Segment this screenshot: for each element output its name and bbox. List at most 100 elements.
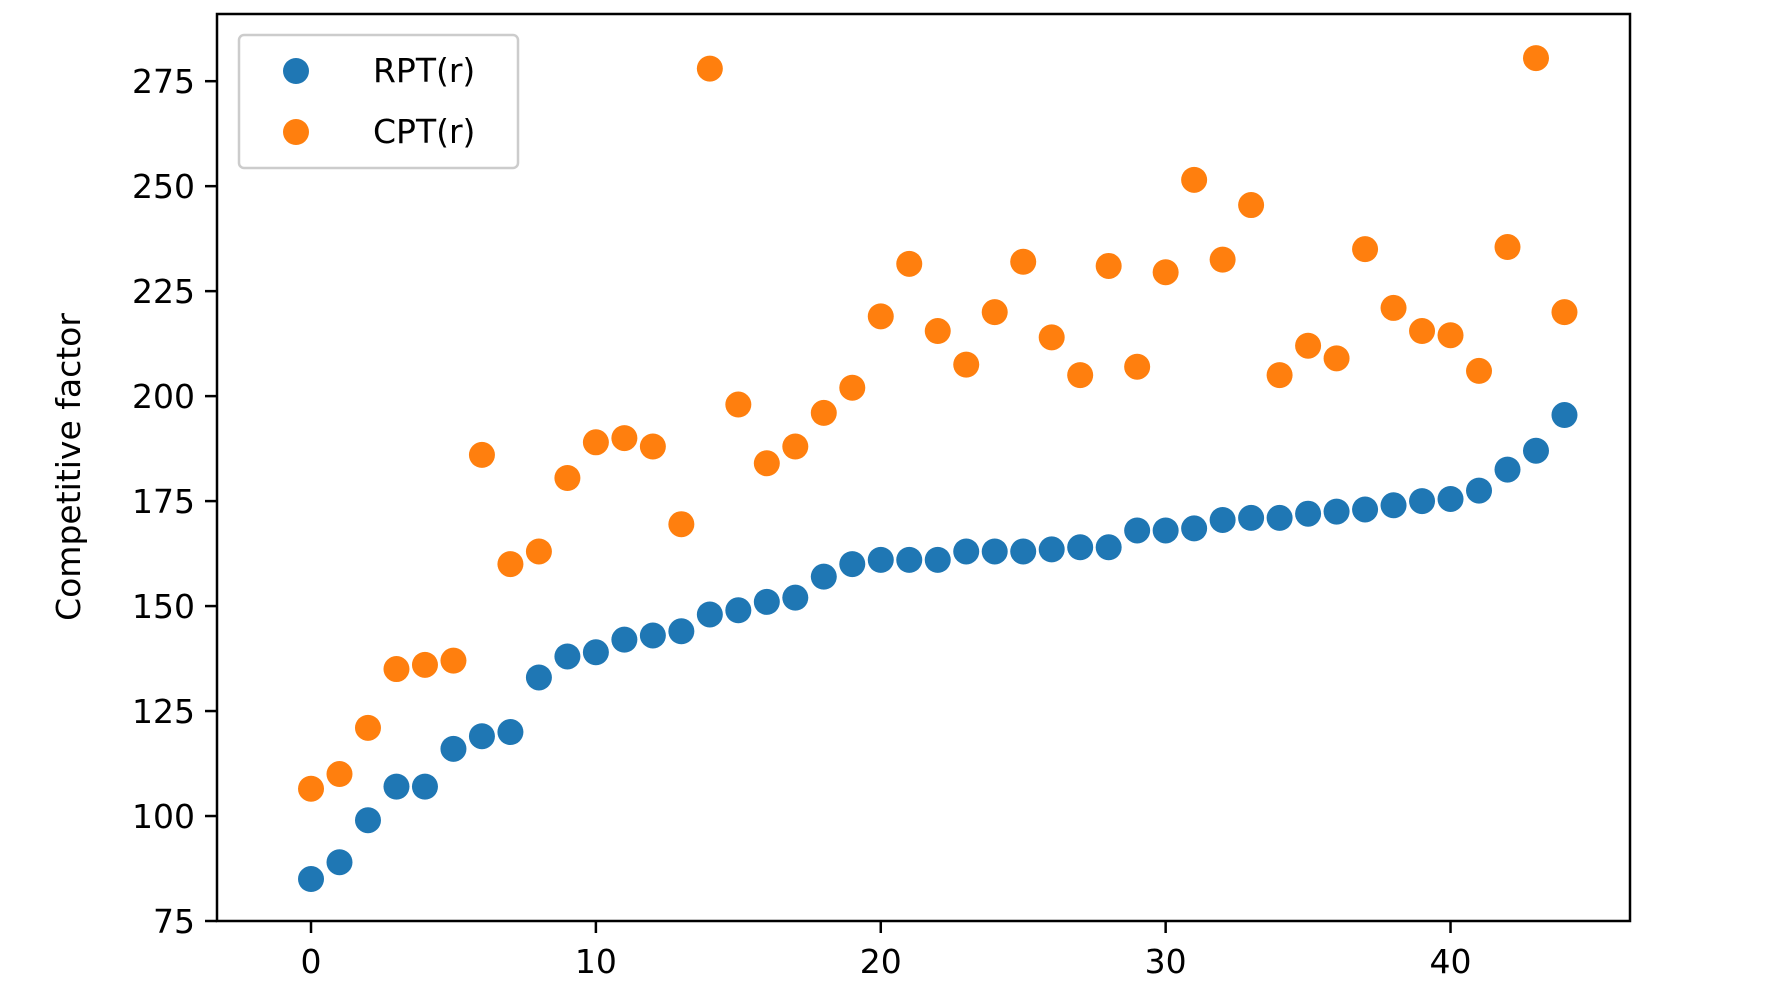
cpt-point bbox=[953, 351, 980, 378]
rpt-point bbox=[839, 551, 866, 578]
rpt-point bbox=[354, 807, 381, 834]
y-tick-label: 175 bbox=[132, 482, 195, 521]
rpt-point bbox=[1238, 504, 1265, 531]
cpt-point bbox=[1124, 353, 1151, 380]
rpt-point bbox=[1295, 500, 1322, 527]
rpt-point bbox=[1095, 534, 1122, 561]
legend-marker-cpt bbox=[283, 119, 309, 145]
cpt-point bbox=[1323, 345, 1350, 372]
rpt-point bbox=[1124, 517, 1151, 544]
cpt-point bbox=[1209, 246, 1236, 273]
cpt-point bbox=[497, 551, 524, 578]
y-axis-label: Competitive factor bbox=[49, 313, 88, 621]
rpt-point bbox=[1551, 402, 1578, 429]
cpt-point bbox=[839, 374, 866, 401]
cpt-point bbox=[696, 55, 723, 82]
cpt-point bbox=[611, 425, 638, 452]
legend-box bbox=[237, 33, 520, 170]
rpt-point bbox=[668, 618, 695, 645]
cpt-point bbox=[1494, 234, 1521, 261]
y-axis-ticks: 75 100 125 150 175 200 225 250 275 bbox=[132, 62, 217, 941]
series-cpt-r bbox=[298, 45, 1578, 802]
y-tick-label: 250 bbox=[132, 167, 195, 206]
rpt-point bbox=[1437, 485, 1464, 512]
rpt-point bbox=[782, 584, 809, 611]
rpt-point bbox=[981, 538, 1008, 565]
x-tick-label: 10 bbox=[575, 942, 617, 981]
cpt-point bbox=[1409, 318, 1436, 345]
rpt-point bbox=[867, 546, 894, 573]
cpt-point bbox=[326, 761, 353, 788]
legend: RPT(r) CPT(r) bbox=[237, 33, 520, 170]
rpt-point bbox=[1038, 536, 1065, 563]
rpt-point bbox=[953, 538, 980, 565]
rpt-point bbox=[1067, 534, 1094, 561]
rpt-point bbox=[810, 563, 837, 590]
cpt-point bbox=[981, 299, 1008, 326]
cpt-point bbox=[896, 250, 923, 277]
rpt-point bbox=[582, 639, 609, 666]
rpt-point bbox=[298, 866, 325, 893]
rpt-point bbox=[1380, 492, 1407, 519]
y-tick-label: 200 bbox=[132, 377, 195, 416]
y-tick-label: 100 bbox=[132, 797, 195, 836]
y-tick-label: 150 bbox=[132, 587, 195, 626]
rpt-point bbox=[326, 849, 353, 876]
rpt-point bbox=[1494, 456, 1521, 483]
cpt-point bbox=[468, 441, 495, 468]
cpt-point bbox=[1352, 236, 1379, 263]
rpt-point bbox=[611, 626, 638, 653]
rpt-point bbox=[1409, 488, 1436, 515]
cpt-point bbox=[725, 391, 752, 418]
rpt-point bbox=[1522, 437, 1549, 464]
cpt-point bbox=[668, 511, 695, 538]
cpt-point bbox=[554, 464, 581, 491]
cpt-point bbox=[1010, 248, 1037, 275]
cpt-point bbox=[867, 303, 894, 330]
cpt-point bbox=[810, 399, 837, 426]
cpt-point bbox=[1038, 324, 1065, 351]
rpt-point bbox=[1466, 477, 1493, 504]
rpt-point bbox=[1209, 506, 1236, 533]
cpt-point bbox=[1067, 362, 1094, 389]
legend-label-rpt: RPT(r) bbox=[373, 51, 475, 90]
cpt-point bbox=[1266, 362, 1293, 389]
y-tick-label: 75 bbox=[153, 902, 195, 941]
y-tick-label: 225 bbox=[132, 272, 195, 311]
rpt-point bbox=[497, 719, 524, 746]
rpt-point bbox=[1152, 517, 1179, 544]
cpt-point bbox=[440, 647, 467, 674]
rpt-point bbox=[1181, 515, 1208, 542]
rpt-point bbox=[554, 643, 581, 670]
cpt-point bbox=[582, 429, 609, 456]
y-tick-label: 125 bbox=[132, 692, 195, 731]
cpt-point bbox=[354, 714, 381, 741]
cpt-point bbox=[753, 450, 780, 477]
cpt-point bbox=[639, 433, 666, 460]
rpt-point bbox=[753, 588, 780, 615]
cpt-point bbox=[298, 775, 325, 802]
cpt-point bbox=[1380, 294, 1407, 321]
rpt-point bbox=[440, 735, 467, 762]
cpt-point bbox=[1466, 357, 1493, 384]
cpt-point bbox=[1522, 45, 1549, 72]
rpt-point bbox=[1010, 538, 1037, 565]
rpt-point bbox=[1352, 496, 1379, 523]
cpt-point bbox=[1152, 259, 1179, 286]
y-tick-label: 275 bbox=[132, 62, 195, 101]
rpt-point bbox=[696, 601, 723, 628]
x-tick-label: 30 bbox=[1145, 942, 1187, 981]
cpt-point bbox=[525, 538, 552, 565]
cpt-point bbox=[1238, 192, 1265, 219]
rpt-point bbox=[1323, 498, 1350, 525]
rpt-point bbox=[896, 546, 923, 573]
series-rpt-r bbox=[298, 402, 1578, 893]
rpt-point bbox=[411, 773, 438, 800]
plot-area-frame bbox=[215, 12, 1632, 923]
cpt-point bbox=[1295, 332, 1322, 359]
x-axis-ticks: 0 10 20 30 40 bbox=[301, 921, 1472, 981]
cpt-point bbox=[383, 656, 410, 683]
cpt-point bbox=[1551, 299, 1578, 326]
rpt-point bbox=[639, 622, 666, 649]
